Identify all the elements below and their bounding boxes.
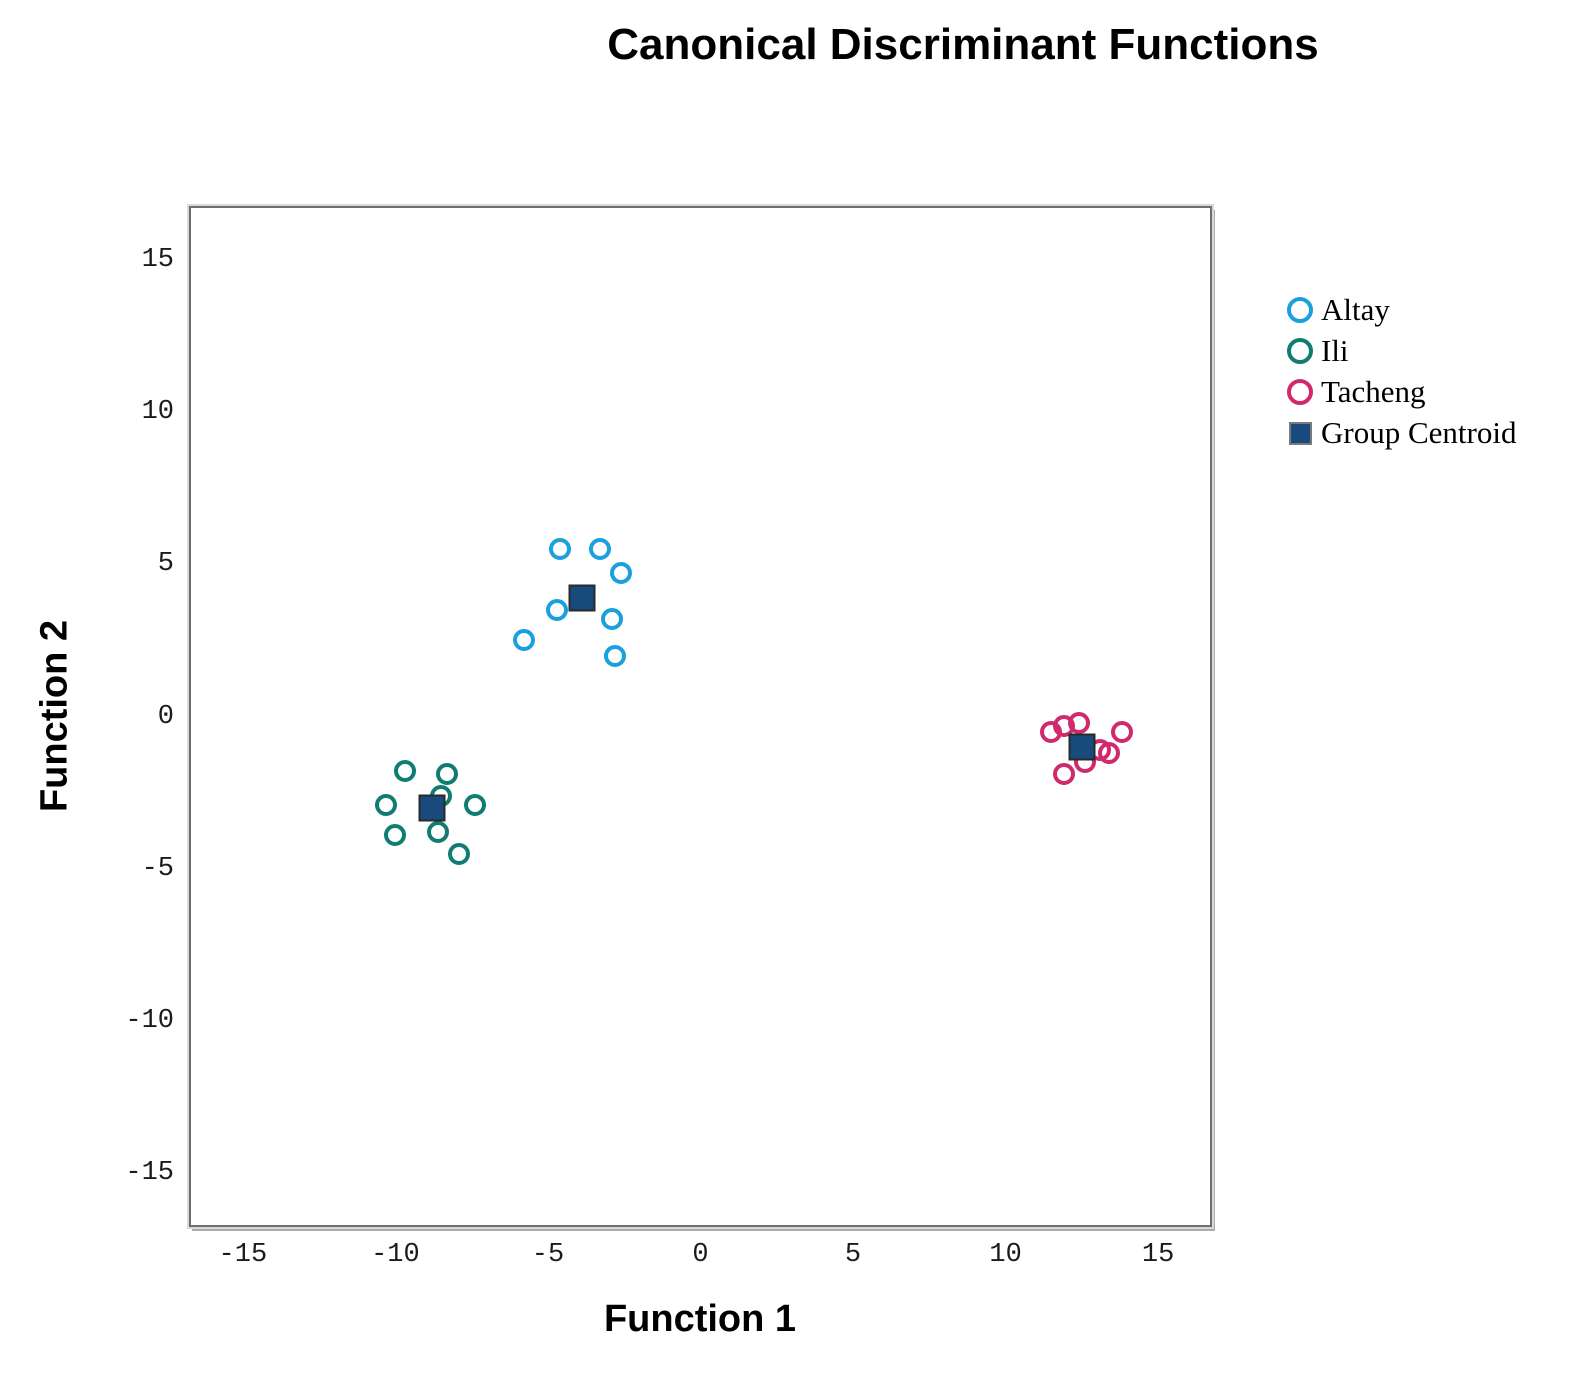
group-centroid-marker — [418, 794, 446, 822]
data-point-altay — [610, 562, 633, 585]
x-tick-label: 5 — [844, 1240, 862, 1270]
data-point-ili — [448, 842, 471, 865]
data-point-altay — [546, 598, 569, 621]
legend-item-tacheng: Tacheng — [1284, 374, 1516, 409]
data-point-ili — [463, 793, 486, 816]
plot-area — [187, 204, 1214, 1229]
x-tick-label: -5 — [531, 1240, 565, 1270]
data-point-tacheng — [1110, 720, 1133, 743]
series-circle-icon — [1287, 338, 1313, 364]
data-point-altay — [549, 538, 572, 561]
y-tick-label: -15 — [125, 1158, 174, 1189]
legend-swatch-column — [1284, 297, 1316, 323]
y-tick-label: 0 — [157, 701, 174, 732]
y-axis-title: Function 2 — [33, 619, 76, 813]
series-circle-icon — [1287, 297, 1313, 323]
legend-label: Tacheng — [1321, 374, 1426, 409]
data-point-altay — [601, 608, 624, 631]
x-tick-label: -15 — [218, 1240, 268, 1270]
chart-title: Canonical Discriminant Functions — [607, 20, 1319, 69]
group-centroid-marker — [1068, 733, 1096, 761]
legend-swatch-column — [1284, 379, 1316, 405]
legend-item-ili: Ili — [1284, 333, 1516, 368]
group-centroid-marker — [568, 584, 595, 612]
y-tick-label: -10 — [125, 1005, 174, 1036]
data-point-ili — [427, 821, 450, 844]
legend-label: Ili — [1321, 333, 1349, 368]
data-point-ili — [436, 763, 459, 786]
data-point-tacheng — [1052, 763, 1075, 786]
x-tick-label: 10 — [989, 1240, 1022, 1270]
centroid-square-icon — [1288, 421, 1312, 445]
data-point-ili — [393, 760, 416, 783]
x-tick-label: 0 — [692, 1240, 709, 1270]
y-tick-label: 10 — [141, 397, 174, 427]
legend-label: Altay — [1321, 292, 1390, 327]
x-axis-title: Function 1 — [603, 1298, 797, 1340]
legend-swatch-column — [1284, 421, 1316, 445]
x-tick-label: 15 — [1141, 1240, 1175, 1270]
legend-item-group-centroid: Group Centroid — [1284, 415, 1517, 450]
data-point-altay — [604, 644, 627, 667]
data-point-ili — [375, 793, 398, 816]
data-point-ili — [384, 824, 407, 847]
data-point-altay — [588, 538, 611, 561]
legend-swatch-column — [1284, 338, 1316, 364]
y-tick-label: 5 — [157, 549, 174, 580]
y-tick-label: 15 — [141, 244, 174, 275]
x-tick-label: -10 — [371, 1240, 420, 1270]
data-point-tacheng — [1067, 711, 1090, 734]
series-circle-icon — [1287, 379, 1313, 405]
y-tick-label: -5 — [141, 853, 174, 884]
legend-item-altay: Altay — [1284, 292, 1516, 327]
data-point-tacheng — [1098, 742, 1121, 765]
legend: Altay Ili Tacheng Group Centroid — [1284, 292, 1517, 450]
data-point-altay — [512, 629, 535, 652]
legend-label: Group Centroid — [1321, 415, 1517, 450]
